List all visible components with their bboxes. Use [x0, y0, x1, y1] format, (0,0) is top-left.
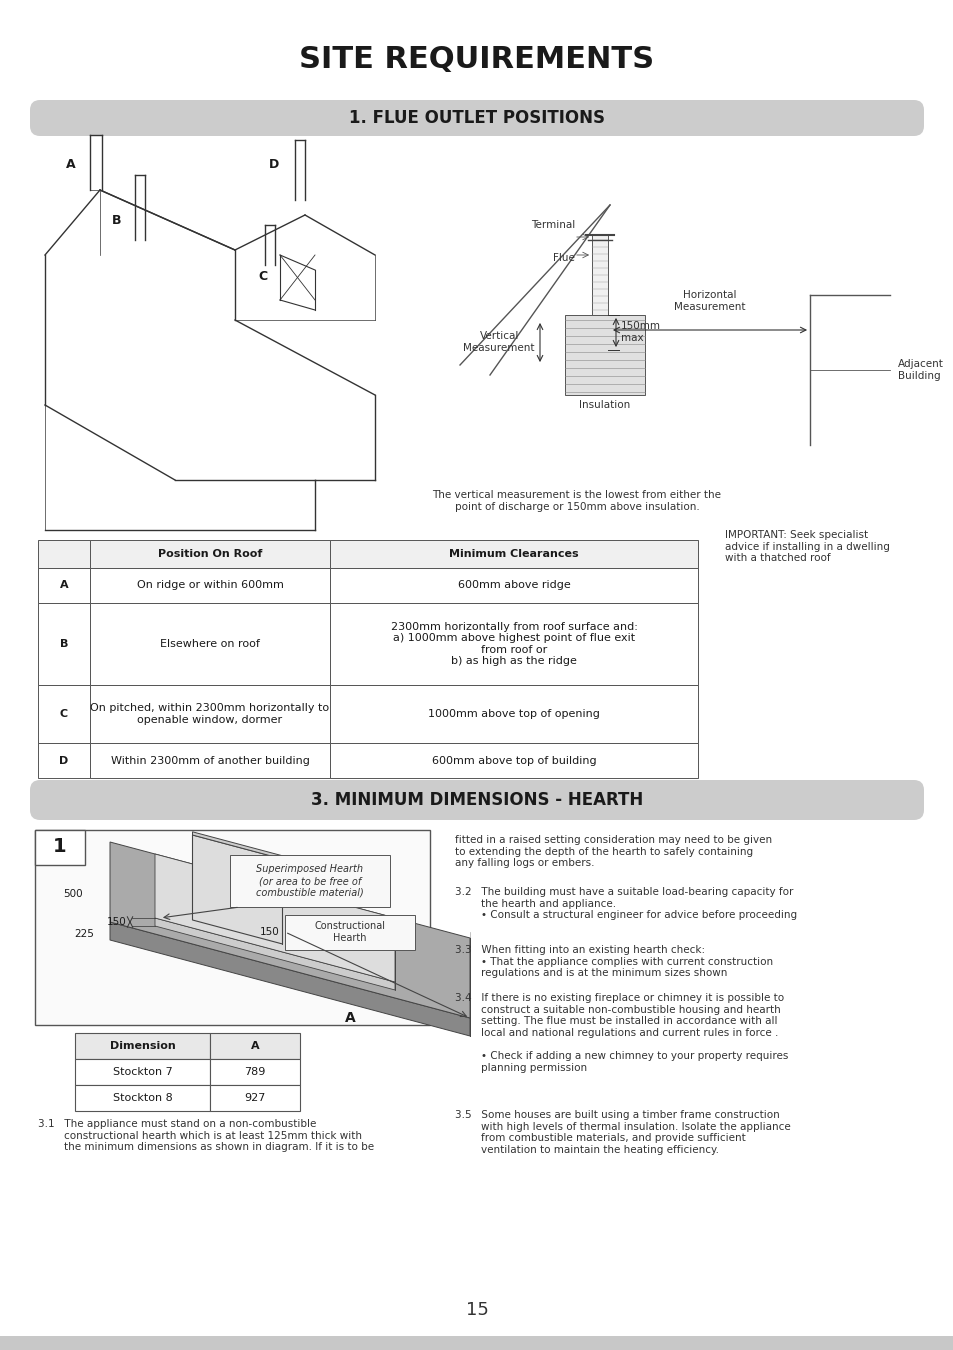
- Polygon shape: [193, 836, 282, 944]
- Bar: [90, 603, 330, 684]
- Bar: [230, 855, 390, 907]
- Text: 1000mm above top of opening: 1000mm above top of opening: [428, 709, 599, 720]
- Text: 600mm above ridge: 600mm above ridge: [457, 580, 570, 590]
- Text: A: A: [60, 580, 69, 590]
- Text: Flue: Flue: [553, 252, 575, 263]
- Bar: [90, 568, 330, 603]
- Text: On ridge or within 600mm: On ridge or within 600mm: [136, 580, 283, 590]
- Text: 150: 150: [107, 917, 127, 927]
- Text: 3.2   The building must have a suitable load-bearing capacity for
        the he: 3.2 The building must have a suitable lo…: [455, 887, 797, 921]
- Bar: [330, 743, 698, 778]
- Text: 150mm
max: 150mm max: [620, 321, 660, 343]
- Bar: [210, 1085, 299, 1111]
- Bar: [330, 603, 698, 684]
- Text: A: A: [67, 158, 76, 171]
- Bar: [35, 830, 85, 865]
- Text: Constructional
Hearth: Constructional Hearth: [314, 921, 385, 942]
- Bar: [38, 684, 90, 743]
- Text: Position On Roof: Position On Roof: [157, 549, 262, 559]
- Text: Dimension: Dimension: [110, 1041, 175, 1052]
- Text: On pitched, within 2300mm horizontally to
openable window, dormer: On pitched, within 2300mm horizontally t…: [91, 703, 329, 725]
- Bar: [285, 915, 415, 950]
- Bar: [210, 1033, 299, 1058]
- Text: Adjacent
Building: Adjacent Building: [897, 359, 943, 381]
- Text: 1. FLUE OUTLET POSITIONS: 1. FLUE OUTLET POSITIONS: [349, 109, 604, 127]
- Text: A: A: [251, 1041, 259, 1052]
- Polygon shape: [110, 842, 470, 1018]
- Text: 3.5   Some houses are built using a timber frame construction
        with high : 3.5 Some houses are built using a timber…: [455, 1110, 790, 1154]
- Bar: [90, 684, 330, 743]
- Text: 3. MINIMUM DIMENSIONS - HEARTH: 3. MINIMUM DIMENSIONS - HEARTH: [311, 791, 642, 809]
- Text: B: B: [112, 213, 121, 227]
- FancyBboxPatch shape: [30, 100, 923, 136]
- Text: A: A: [344, 1011, 355, 1025]
- Text: Vertical
Measurement: Vertical Measurement: [463, 331, 535, 352]
- Text: fitted in a raised setting consideration may need to be given
to extending the d: fitted in a raised setting consideration…: [455, 836, 771, 868]
- Text: C: C: [60, 709, 68, 720]
- Polygon shape: [110, 922, 470, 1035]
- Bar: [90, 743, 330, 778]
- Text: D: D: [59, 756, 69, 765]
- Bar: [38, 743, 90, 778]
- Bar: [0, 1336, 953, 1350]
- Text: D: D: [269, 158, 278, 171]
- Bar: [38, 540, 90, 568]
- Text: 225: 225: [74, 929, 94, 940]
- Bar: [35, 830, 430, 1025]
- Text: 3.3   When fitting into an existing hearth check:
        • That the appliance c: 3.3 When fitting into an existing hearth…: [455, 945, 772, 979]
- Text: 500: 500: [63, 890, 82, 899]
- Polygon shape: [154, 855, 395, 981]
- Text: IMPORTANT: Seek specialist
advice if installing in a dwelling
with a thatched ro: IMPORTANT: Seek specialist advice if ins…: [724, 531, 889, 563]
- Text: C: C: [258, 270, 267, 284]
- Text: 3.1   The appliance must stand on a non-combustible
        constructional heart: 3.1 The appliance must stand on a non-co…: [38, 1119, 374, 1152]
- Bar: [210, 1058, 299, 1085]
- Bar: [330, 568, 698, 603]
- Bar: [75, 1033, 210, 1058]
- Bar: [38, 603, 90, 684]
- Bar: [330, 540, 698, 568]
- Text: Insulation: Insulation: [578, 400, 630, 410]
- Bar: [75, 1058, 210, 1085]
- Bar: [0, 1336, 953, 1350]
- Text: 3.4   If there is no existing fireplace or chimney it is possible to
        con: 3.4 If there is no existing fireplace or…: [455, 994, 787, 1073]
- FancyBboxPatch shape: [30, 780, 923, 819]
- Text: The vertical measurement is the lowest from either the
point of discharge or 150: The vertical measurement is the lowest f…: [432, 490, 720, 512]
- Bar: [592, 235, 607, 315]
- Text: 15: 15: [465, 1301, 488, 1319]
- Text: Terminal: Terminal: [530, 220, 575, 230]
- Text: 789: 789: [244, 1066, 265, 1077]
- Polygon shape: [193, 832, 282, 859]
- Text: Elsewhere on roof: Elsewhere on roof: [160, 639, 259, 649]
- Text: Stockton 8: Stockton 8: [112, 1094, 172, 1103]
- Bar: [330, 684, 698, 743]
- Polygon shape: [154, 918, 395, 990]
- Text: 1: 1: [53, 837, 67, 856]
- Text: 2300mm horizontally from roof surface and:
a) 1000mm above highest point of flue: 2300mm horizontally from roof surface an…: [390, 621, 637, 667]
- Text: 600mm above top of building: 600mm above top of building: [432, 756, 596, 765]
- Text: B: B: [60, 639, 68, 649]
- Text: Superimposed Hearth
(or area to be free of
combustible material): Superimposed Hearth (or area to be free …: [255, 864, 363, 898]
- Text: Minimum Clearances: Minimum Clearances: [449, 549, 578, 559]
- Text: Stockton 7: Stockton 7: [112, 1066, 172, 1077]
- Text: 150: 150: [260, 927, 279, 937]
- Bar: [90, 540, 330, 568]
- Text: Horizontal
Measurement: Horizontal Measurement: [674, 290, 745, 312]
- Bar: [75, 1085, 210, 1111]
- Text: Within 2300mm of another building: Within 2300mm of another building: [111, 756, 309, 765]
- Text: 927: 927: [244, 1094, 265, 1103]
- Bar: [564, 315, 644, 396]
- Text: SITE REQUIREMENTS: SITE REQUIREMENTS: [299, 46, 654, 74]
- Bar: [38, 568, 90, 603]
